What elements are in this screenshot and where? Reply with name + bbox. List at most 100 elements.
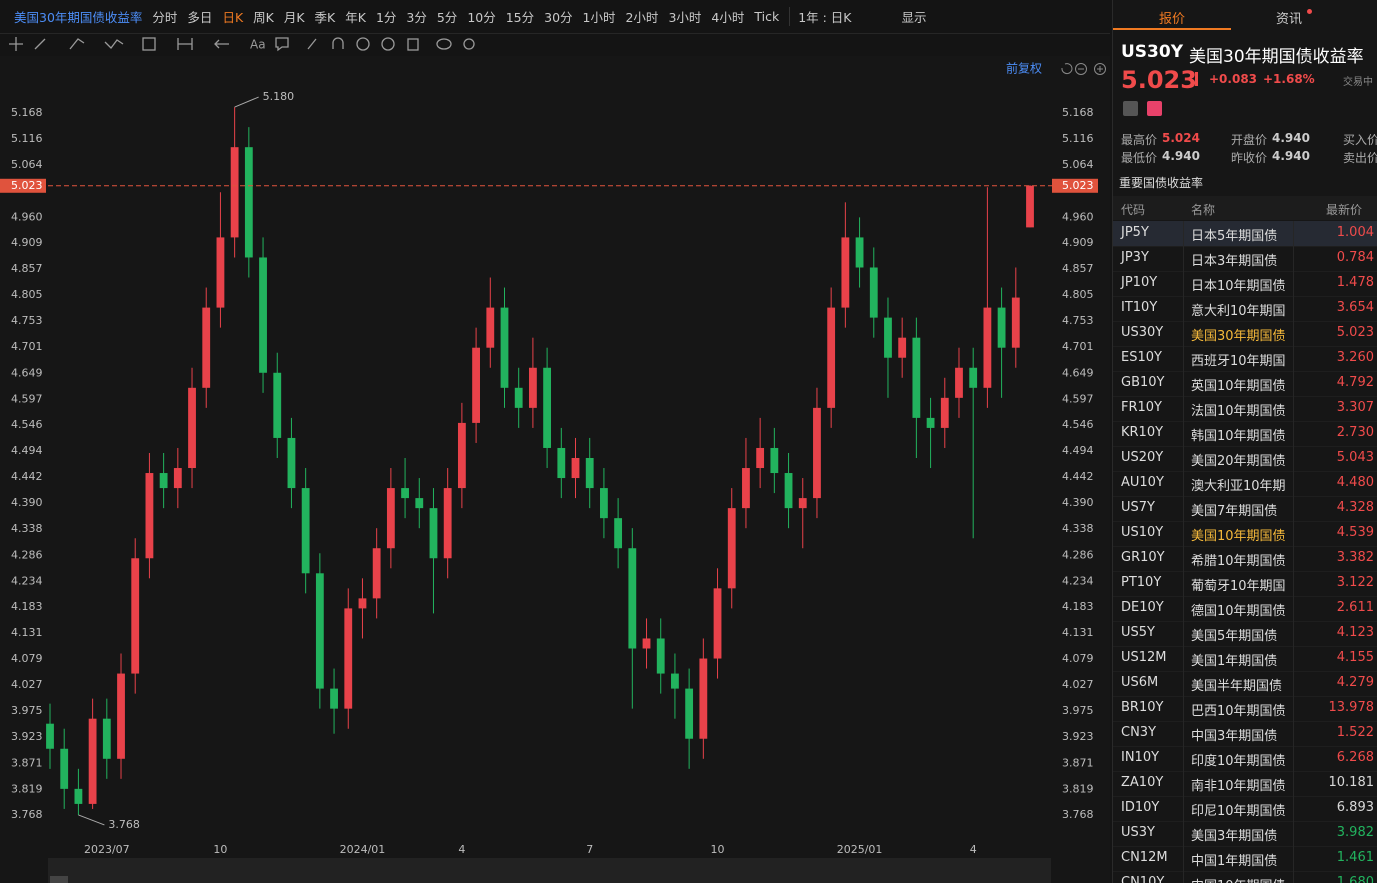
table-row[interactable]: ES10Y 西班牙10年期国 3.260 [1113,346,1377,372]
note-icon[interactable] [1123,101,1138,116]
table-row[interactable]: BR10Y 巴西10年期国债 13.978 [1113,696,1377,722]
period-tab[interactable]: 季K [314,10,336,25]
text-tool[interactable]: Aa [250,38,266,52]
col-divider [1293,321,1294,346]
table-row[interactable]: CN10Y 中国10年期国债 1.680 [1113,871,1377,883]
display-menu[interactable]: 显示 [901,10,927,25]
candle-body [315,573,324,689]
table-row[interactable]: GR10Y 希腊10年期国债 3.382 [1113,546,1377,572]
col-divider [1293,546,1294,571]
y-tick-label: 5.116 [1062,132,1094,145]
candle-body [386,488,395,549]
row-code: IT10Y [1121,300,1158,315]
table-row[interactable]: JP3Y 日本3年期国债 0.784 [1113,246,1377,272]
scroll-thumb[interactable] [50,876,68,883]
table-row[interactable]: PT10Y 葡萄牙10年期国 3.122 [1113,571,1377,597]
table-row[interactable]: US6M 美国半年期国债 4.279 [1113,671,1377,697]
row-code: US10Y [1121,525,1164,540]
candle-body [372,548,381,599]
period-tab[interactable]: 1分 [375,10,397,25]
row-name: 南非10年期国债 [1191,779,1286,794]
period-tab[interactable]: Tick [754,9,780,24]
candle-body [102,718,111,759]
candle-body [216,237,225,308]
table-row[interactable]: KR10Y 韩国10年期国债 2.730 [1113,421,1377,447]
candle-body [173,468,182,489]
row-name: 意大利10年期国 [1191,304,1286,319]
table-row[interactable]: US5Y 美国5年期国债 4.123 [1113,621,1377,647]
period-tab[interactable]: 15分 [505,10,535,25]
table-row[interactable]: US10Y 美国10年期国债 4.539 [1113,521,1377,547]
row-value: 3.122 [1336,575,1374,590]
toolbar: 美国30年期国债收益率 分时 多日 日K 周K 月K 季K 年K 1分 3分 5分 10分 15分 30分… [0,0,1110,34]
table-row[interactable]: DE10Y 德国10年期国债 2.611 [1113,596,1377,622]
min-leader [78,814,105,826]
table-title: 重要国债收益率 [1119,176,1204,190]
candle-body [528,367,537,408]
range-select[interactable]: 1年 : 日K [789,7,852,26]
candle-body [642,638,651,649]
table-row[interactable]: US3Y 美国3年期国债 3.982 [1113,821,1377,847]
row-name: 法国10年期国债 [1191,404,1286,419]
col-divider [1183,246,1184,271]
period-tab[interactable]: 周K [253,10,274,25]
table-row[interactable]: IN10Y 印度10年期国债 6.268 [1113,746,1377,772]
period-tab[interactable]: 分时 [152,10,178,25]
period-tab[interactable]: 10分 [467,10,496,25]
trade-status: 交易中 [1343,77,1373,88]
x-tick-label: 2025/01 [837,843,883,856]
col-divider [1293,246,1294,271]
price-tag [1052,178,1098,193]
table-row[interactable]: IT10Y 意大利10年期国 3.654 [1113,296,1377,322]
period-tab[interactable]: 3分 [406,10,427,25]
table-row[interactable]: US12M 美国1年期国债 4.155 [1113,646,1377,672]
table-row[interactable]: JP10Y 日本10年期国债 1.478 [1113,271,1377,297]
period-tab[interactable]: 4小时 [711,10,745,25]
y-tick-label: 4.857 [1062,262,1094,275]
period-tab[interactable]: 1小时 [582,10,616,25]
table-row[interactable]: CN3Y 中国3年期国债 1.522 [1113,721,1377,747]
candle-body [301,488,310,574]
x-tick-label: 10 [213,843,227,856]
y-tick-label: 3.871 [11,756,43,769]
row-value: 4.539 [1336,525,1374,540]
table-row[interactable]: GB10Y 英国10年期国债 4.792 [1113,371,1377,397]
y-tick-label: 4.701 [1062,340,1094,353]
table-row[interactable]: AU10Y 澳大利亚10年期 4.480 [1113,471,1377,497]
adjust-mode[interactable]: 前复权 [1006,61,1042,76]
y-tick-label: 4.494 [11,444,43,457]
table-row[interactable]: US30Y 美国30年期国债 5.023 [1113,321,1377,347]
table-row[interactable]: CN12M 中国1年期国债 1.461 [1113,846,1377,872]
col-divider [1183,296,1184,321]
period-tab[interactable]: 年K [345,10,366,25]
table-row[interactable]: ZA10Y 南非10年期国债 10.181 [1113,771,1377,797]
quote-name: 美国30年期国债收益率 [1189,47,1364,67]
table-row[interactable]: ID10Y 印尼10年期国债 6.893 [1113,796,1377,822]
x-tick-label: 10 [711,843,725,856]
table-row[interactable]: US7Y 美国7年期国债 4.328 [1113,496,1377,522]
row-value: 6.268 [1336,750,1374,765]
period-tab[interactable]: 3小时 [668,10,702,25]
col-divider [1183,596,1184,621]
row-value: 2.730 [1336,425,1374,440]
fav-icon[interactable] [1147,101,1162,116]
y-tick-label: 4.442 [1062,470,1094,483]
period-tab[interactable]: 月K [283,10,305,25]
period-tab[interactable]: 5分 [436,10,458,25]
period-tab[interactable]: 多日 [187,10,213,25]
period-tab[interactable]: 2小时 [625,10,659,25]
panel-tab[interactable]: 资讯 [1276,12,1303,27]
table-row[interactable]: US20Y 美国20年期国债 5.043 [1113,446,1377,472]
col-divider [1293,671,1294,696]
x-tick-label: 4 [458,843,465,856]
table-row[interactable]: JP5Y 日本5年期国债 1.004 [1113,221,1377,247]
drawing-toolbar: Aa [9,37,475,52]
candle-body [1011,297,1020,348]
table-row[interactable]: FR10Y 法国10年期国债 3.307 [1113,396,1377,422]
panel-tab[interactable]: 报价 [1159,12,1186,27]
y-tick-label: 3.975 [11,704,43,717]
col-divider [1183,846,1184,871]
period-tab[interactable]: 30分 [544,10,573,25]
candle-body [60,748,69,789]
period-tab[interactable]: 日K [222,10,244,25]
